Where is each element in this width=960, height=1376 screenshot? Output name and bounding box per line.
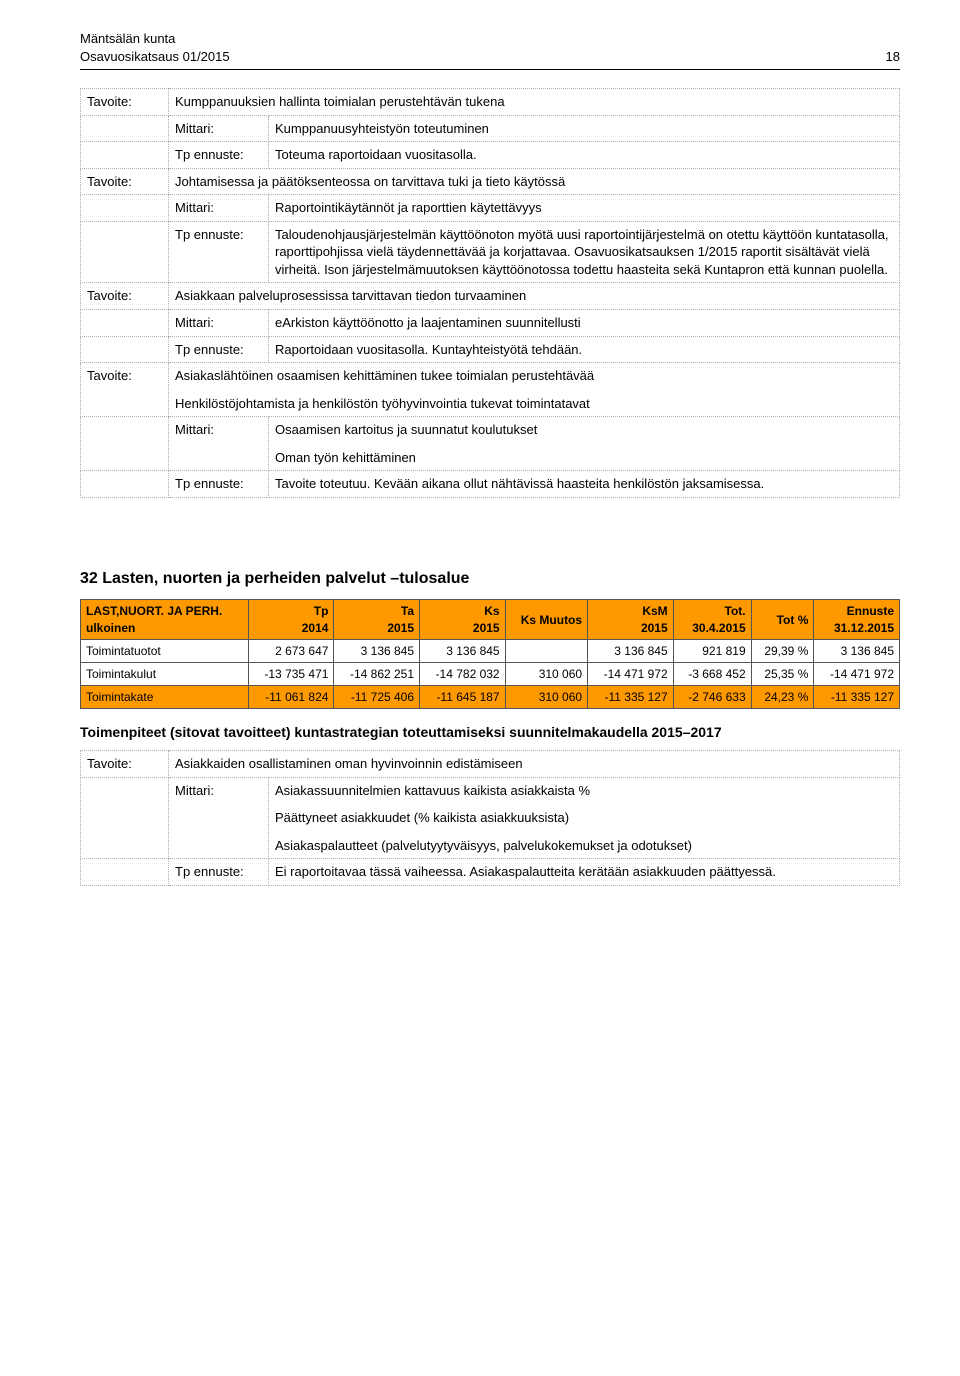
goals-table: Tavoite: Kumppanuuksien hallinta toimial… [80,88,900,498]
fin-head-c2: Tp2014 [248,600,334,639]
mittari-label: Mittari: [169,417,269,471]
tavoite-label: Tavoite: [81,89,169,116]
mittari-label: Mittari: [169,310,269,337]
tavoite-text: Johtamisessa ja päätöksenteossa on tarvi… [169,168,900,195]
tavoite-text: Asiakaslähtöinen osaamisen kehittäminen … [169,363,900,417]
mittari-text: Asiakassuunnitelmien kattavuus kaikista … [269,777,900,859]
mittari-label: Mittari: [169,195,269,222]
mittari-text: Kumppanuusyhteistyön toteutuminen [269,115,900,142]
sub-heading: Toimenpiteet (sitovat tavoitteet) kuntas… [80,723,900,742]
tp-text: Tavoite toteutuu. Kevään aikana ollut nä… [269,471,900,498]
tavoite-text: Asiakkaan palveluprosessissa tarvittavan… [169,283,900,310]
tavoite-label: Tavoite: [81,283,169,310]
header-rule [80,69,900,70]
table-row-kate: Toimintakate -11 061 824 -11 725 406 -11… [81,686,900,709]
tp-label: Tp ennuste: [169,142,269,169]
tp-label: Tp ennuste: [169,471,269,498]
fin-head-c7: Tot.30.4.2015 [673,600,751,639]
fin-head-c9: Ennuste31.12.2015 [814,600,900,639]
tp-label: Tp ennuste: [169,336,269,363]
tavoite-label: Tavoite: [81,751,169,778]
financial-table: LAST,NUORT. JA PERH.ulkoinen Tp2014 Ta20… [80,599,900,709]
tavoite-text: Kumppanuuksien hallinta toimialan perust… [169,89,900,116]
tp-text: Taloudenohjausjärjestelmän käyttöönoton … [269,221,900,283]
page-number: 18 [886,48,900,66]
mittari-label: Mittari: [169,777,269,859]
fin-head-c5: Ks Muutos [505,600,587,639]
fin-head-c8: Tot % [751,600,814,639]
org-name: Mäntsälän kunta [80,30,900,48]
table-row: Toimintakulut -13 735 471 -14 862 251 -1… [81,663,900,686]
tp-text: Raportoidaan vuositasolla. Kuntayhteisty… [269,336,900,363]
goals-table-2: Tavoite: Asiakkaiden osallistaminen oman… [80,750,900,886]
tp-text: Ei raportoitavaa tässä vaiheessa. Asiaka… [269,859,900,886]
mittari-text: eArkiston käyttöönotto ja laajentaminen … [269,310,900,337]
page-header: Mäntsälän kunta Osavuosikatsaus 01/2015 … [80,30,900,65]
mittari-label: Mittari: [169,115,269,142]
mittari-text: Osaamisen kartoitus ja suunnatut koulutu… [269,417,900,471]
fin-head-c1: LAST,NUORT. JA PERH.ulkoinen [81,600,249,639]
tavoite-text: Asiakkaiden osallistaminen oman hyvinvoi… [169,751,900,778]
tavoite-label: Tavoite: [81,168,169,195]
fin-head-c4: Ks2015 [420,600,506,639]
tp-label: Tp ennuste: [169,859,269,886]
fin-head-c3: Ta2015 [334,600,420,639]
table-row: Toimintatuotot 2 673 647 3 136 845 3 136… [81,639,900,662]
tp-label: Tp ennuste: [169,221,269,283]
doc-title: Osavuosikatsaus 01/2015 [80,48,230,66]
tp-text: Toteuma raportoidaan vuositasolla. [269,142,900,169]
tavoite-label: Tavoite: [81,363,169,417]
section-title: 32 Lasten, nuorten ja perheiden palvelut… [80,568,900,590]
mittari-text: Raportointikäytännöt ja raporttien käyte… [269,195,900,222]
fin-head-c6: KsM2015 [588,600,674,639]
